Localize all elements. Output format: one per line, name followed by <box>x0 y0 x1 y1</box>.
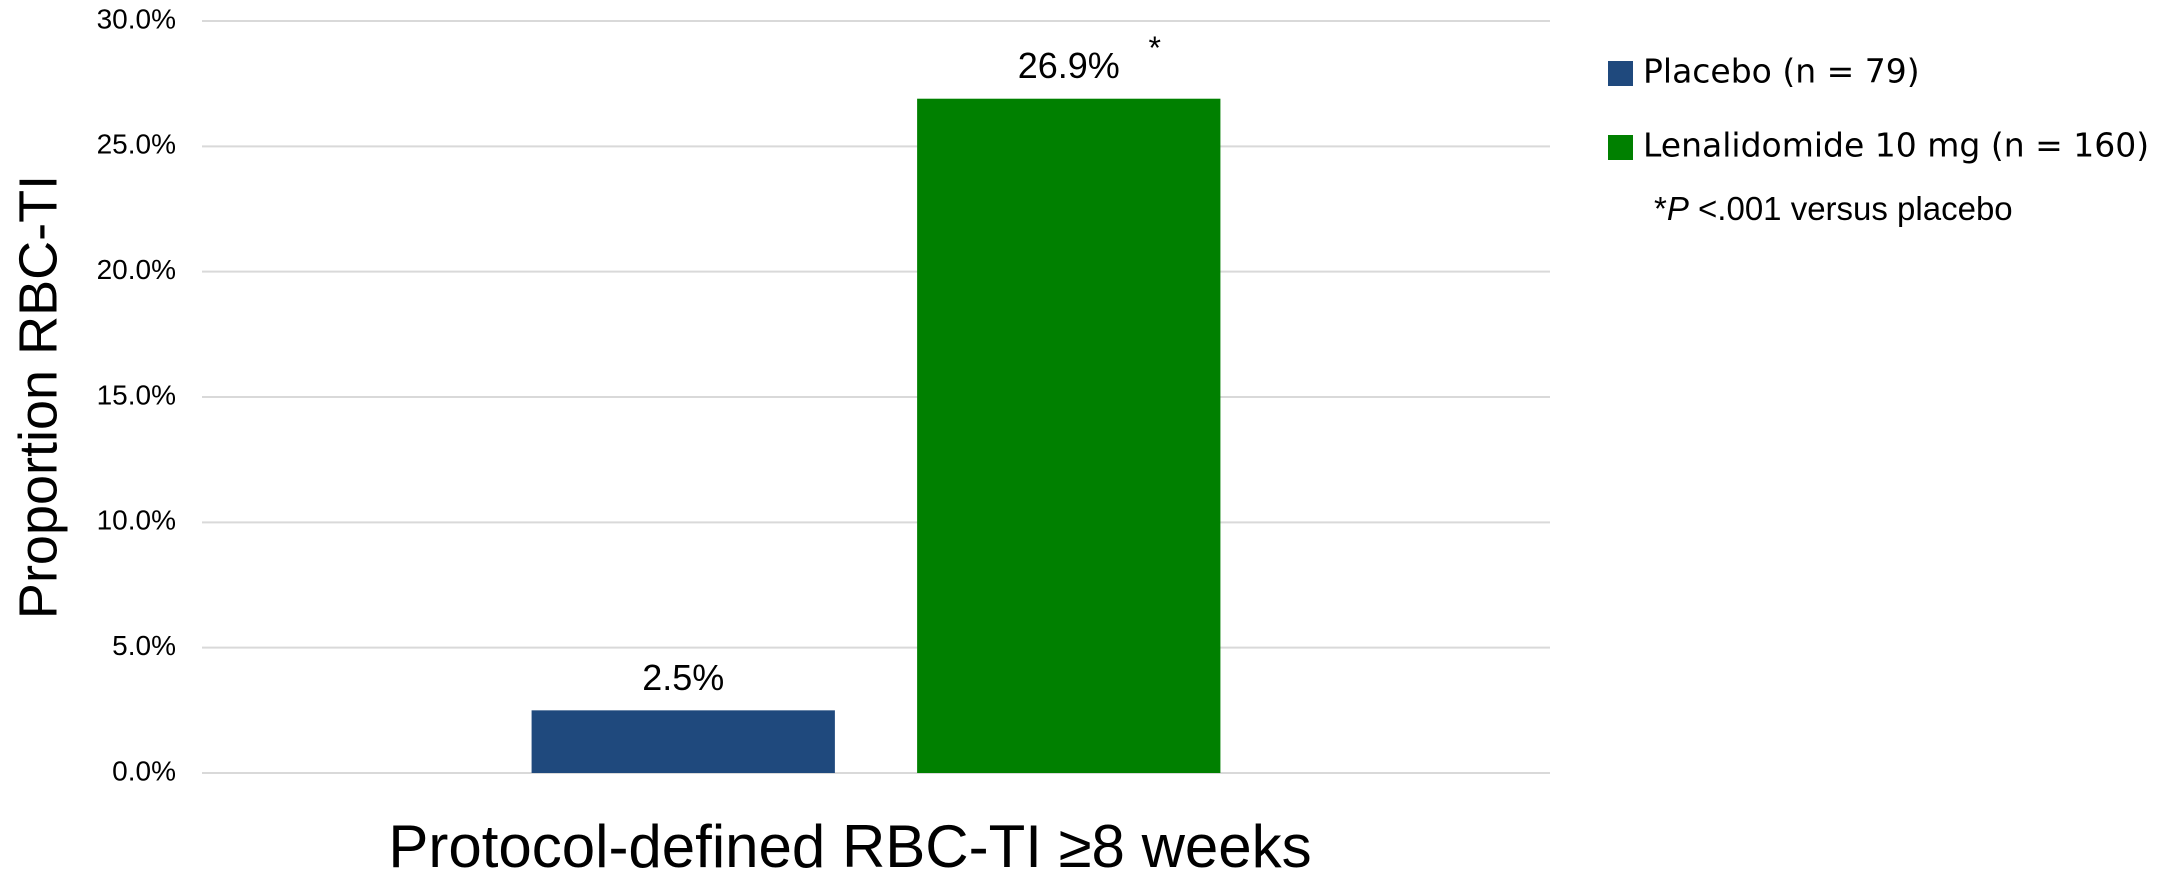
y-axis-label: Proportion RBC-TI <box>8 175 68 619</box>
y-tick-label: 30.0% <box>97 3 176 34</box>
legend-swatch <box>1608 135 1633 160</box>
bar <box>531 710 835 773</box>
legend-label: Placebo (n = 79) <box>1643 52 1920 91</box>
value-label: 2.5% <box>642 657 724 698</box>
annotation: * <box>1149 30 1161 66</box>
x-axis-label: Protocol-defined RBC-TI ≥8 weeks <box>388 813 1311 876</box>
legend-swatch <box>1608 61 1633 86</box>
legend-label: Lenalidomide 10 mg (n = 160) <box>1643 126 2149 165</box>
footnote-italic: P <box>1667 190 1689 227</box>
y-tick-label: 0.0% <box>112 755 176 786</box>
footnote-marker: * <box>1654 190 1667 227</box>
y-tick-label: 20.0% <box>97 254 176 285</box>
footnote-text: <.001 versus placebo <box>1689 190 2013 227</box>
y-tick-label: 10.0% <box>97 505 176 536</box>
y-tick-label: 15.0% <box>97 379 176 410</box>
value-label: 26.9% <box>1018 45 1120 86</box>
y-tick-label: 25.0% <box>97 129 176 160</box>
bar <box>917 98 1221 773</box>
y-tick-label: 5.0% <box>112 630 176 661</box>
footnote: *P <.001 versus placebo <box>1654 190 2013 227</box>
